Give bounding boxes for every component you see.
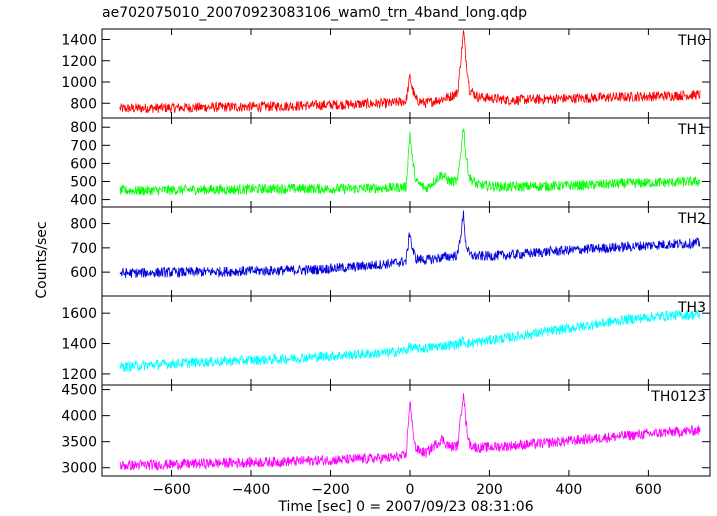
panel-frame — [101, 206, 711, 297]
x-tick-label: −400 — [232, 482, 270, 498]
panel-th0123: 3000 3500 4000 4500 TH0123 — [61, 383, 711, 477]
y-tick-label: 1000 — [61, 75, 97, 91]
y-tick-label: 700 — [70, 241, 97, 257]
y-tick-label: 1400 — [61, 337, 97, 353]
y-tick-label: 4000 — [61, 409, 97, 425]
x-tick-label: −200 — [311, 482, 349, 498]
y-tick-label: 600 — [70, 156, 97, 172]
series-line-th0 — [119, 30, 701, 114]
y-tick-label: 1400 — [61, 33, 97, 49]
y-tick-label: 400 — [70, 193, 97, 209]
y-tick-label: 4500 — [61, 383, 97, 399]
y-tick-label: 700 — [70, 138, 97, 154]
y-tick-label: 3500 — [61, 435, 97, 451]
panel-th0: 800 1000 1200 1400 TH0 — [61, 28, 711, 119]
panel-th1: 400 500 600 700 800 TH1 — [70, 117, 711, 209]
y-tick-label: 600 — [70, 265, 97, 281]
series-label-th3: TH3 — [677, 300, 706, 316]
y-tick-label: 800 — [70, 217, 97, 233]
x-tick-label: 200 — [476, 482, 503, 498]
panel-th3: 1200 1400 1600 TH3 — [61, 295, 711, 386]
panel-frame — [101, 295, 711, 386]
y-tick-label: 1600 — [61, 306, 97, 322]
series-line-th2 — [119, 210, 701, 279]
y-axis-label: Counts/sec — [34, 221, 50, 298]
y-tick-label: 800 — [70, 96, 97, 112]
y-tick-label: 1200 — [61, 54, 97, 70]
chart-title: ae702075010_20070923083106_wam0_trn_4ban… — [102, 5, 527, 21]
y-tick-label: 1200 — [61, 367, 97, 383]
series-label-th0: TH0 — [677, 33, 706, 49]
series-label-th2: TH2 — [677, 211, 706, 227]
y-tick-label: 800 — [70, 120, 97, 136]
series-line-th1 — [119, 128, 701, 196]
x-tick-label: −600 — [152, 482, 190, 498]
x-tick-label: 400 — [556, 482, 583, 498]
x-tick-label: 600 — [635, 482, 662, 498]
series-line-th3 — [119, 310, 701, 373]
x-axis-label: Time [sec] 0 = 2007/09/23 08:31:06 — [277, 499, 533, 515]
y-tick-label: 3000 — [61, 461, 97, 477]
series-label-th1: TH1 — [677, 122, 706, 138]
y-tick-label: 500 — [70, 174, 97, 190]
series-line-th0123 — [119, 393, 701, 472]
x-tick-label: 0 — [406, 482, 415, 498]
panel-frame — [101, 384, 711, 477]
series-label-th0123: TH0123 — [650, 389, 706, 405]
panels-group: 800 1000 1200 1400 TH0 400 500 600 700 800 TH1 600 7… — [61, 28, 711, 498]
panel-th2: 600 700 800 TH2 — [70, 206, 711, 297]
panel-frame — [101, 117, 711, 208]
